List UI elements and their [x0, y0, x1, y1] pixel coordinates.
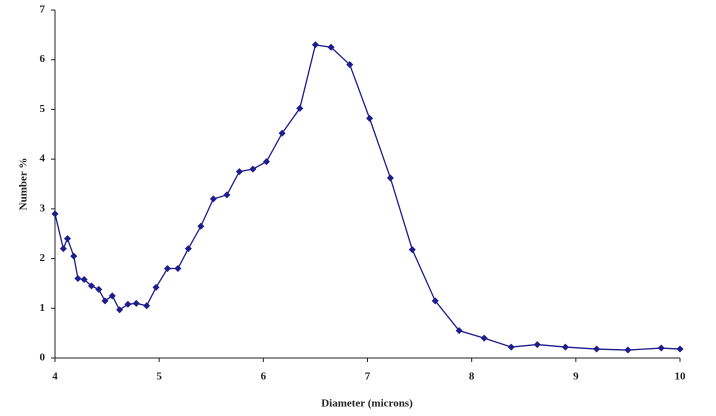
data-point — [624, 346, 632, 354]
data-point — [296, 104, 304, 112]
x-tick-label: 6 — [261, 371, 267, 383]
data-point — [408, 246, 416, 254]
data-point — [51, 210, 59, 218]
x-tick-label: 10 — [675, 371, 687, 383]
y-tick-label: 3 — [40, 202, 46, 214]
data-point — [124, 300, 132, 308]
data-point — [223, 191, 231, 199]
data-point — [108, 292, 116, 300]
y-tick-label: 4 — [40, 153, 46, 165]
x-tick-label: 7 — [365, 371, 371, 383]
data-point — [184, 245, 192, 253]
data-point — [143, 302, 151, 310]
data-point — [64, 235, 71, 243]
data-point — [386, 174, 394, 182]
data-point — [209, 195, 217, 203]
data-line — [54, 44, 681, 351]
data-point — [533, 341, 541, 349]
x-tick-label: 4 — [52, 371, 58, 383]
data-point — [455, 327, 463, 335]
y-tick-label: 0 — [40, 352, 46, 364]
y-tick-label: 2 — [40, 252, 46, 264]
y-tick-label: 6 — [40, 53, 46, 65]
data-point — [174, 265, 182, 273]
data-point — [262, 158, 270, 166]
data-point — [278, 129, 286, 137]
data-point — [197, 222, 205, 230]
data-point — [132, 299, 140, 307]
data-point — [593, 345, 601, 353]
data-point — [480, 334, 488, 342]
data-point — [87, 282, 95, 290]
data-point — [561, 343, 569, 351]
data-point — [95, 285, 103, 293]
y-tick-label: 1 — [40, 302, 46, 314]
data-point — [657, 344, 665, 352]
data-point — [235, 168, 243, 176]
x-tick-label: 8 — [469, 371, 475, 383]
x-tick-label: 9 — [573, 371, 579, 383]
data-point — [59, 245, 67, 253]
data-point — [366, 114, 374, 122]
x-tick-label: 5 — [156, 371, 162, 383]
y-axis-label: Number % — [18, 158, 30, 211]
data-point — [676, 345, 684, 353]
data-point — [70, 252, 78, 260]
data-point — [249, 165, 257, 173]
data-point — [346, 61, 354, 69]
data-point — [164, 265, 171, 273]
data-point — [507, 343, 515, 351]
data-point — [80, 275, 88, 283]
y-tick-label: 7 — [40, 4, 46, 16]
data-point — [101, 297, 109, 305]
data-point — [116, 306, 124, 314]
y-tick-label: 5 — [40, 103, 46, 115]
data-point — [152, 283, 160, 291]
x-axis-label: Diameter (microns) — [321, 398, 413, 410]
data-point — [311, 41, 319, 49]
data-point — [327, 43, 335, 51]
data-point — [431, 297, 439, 305]
data-point — [74, 274, 82, 282]
